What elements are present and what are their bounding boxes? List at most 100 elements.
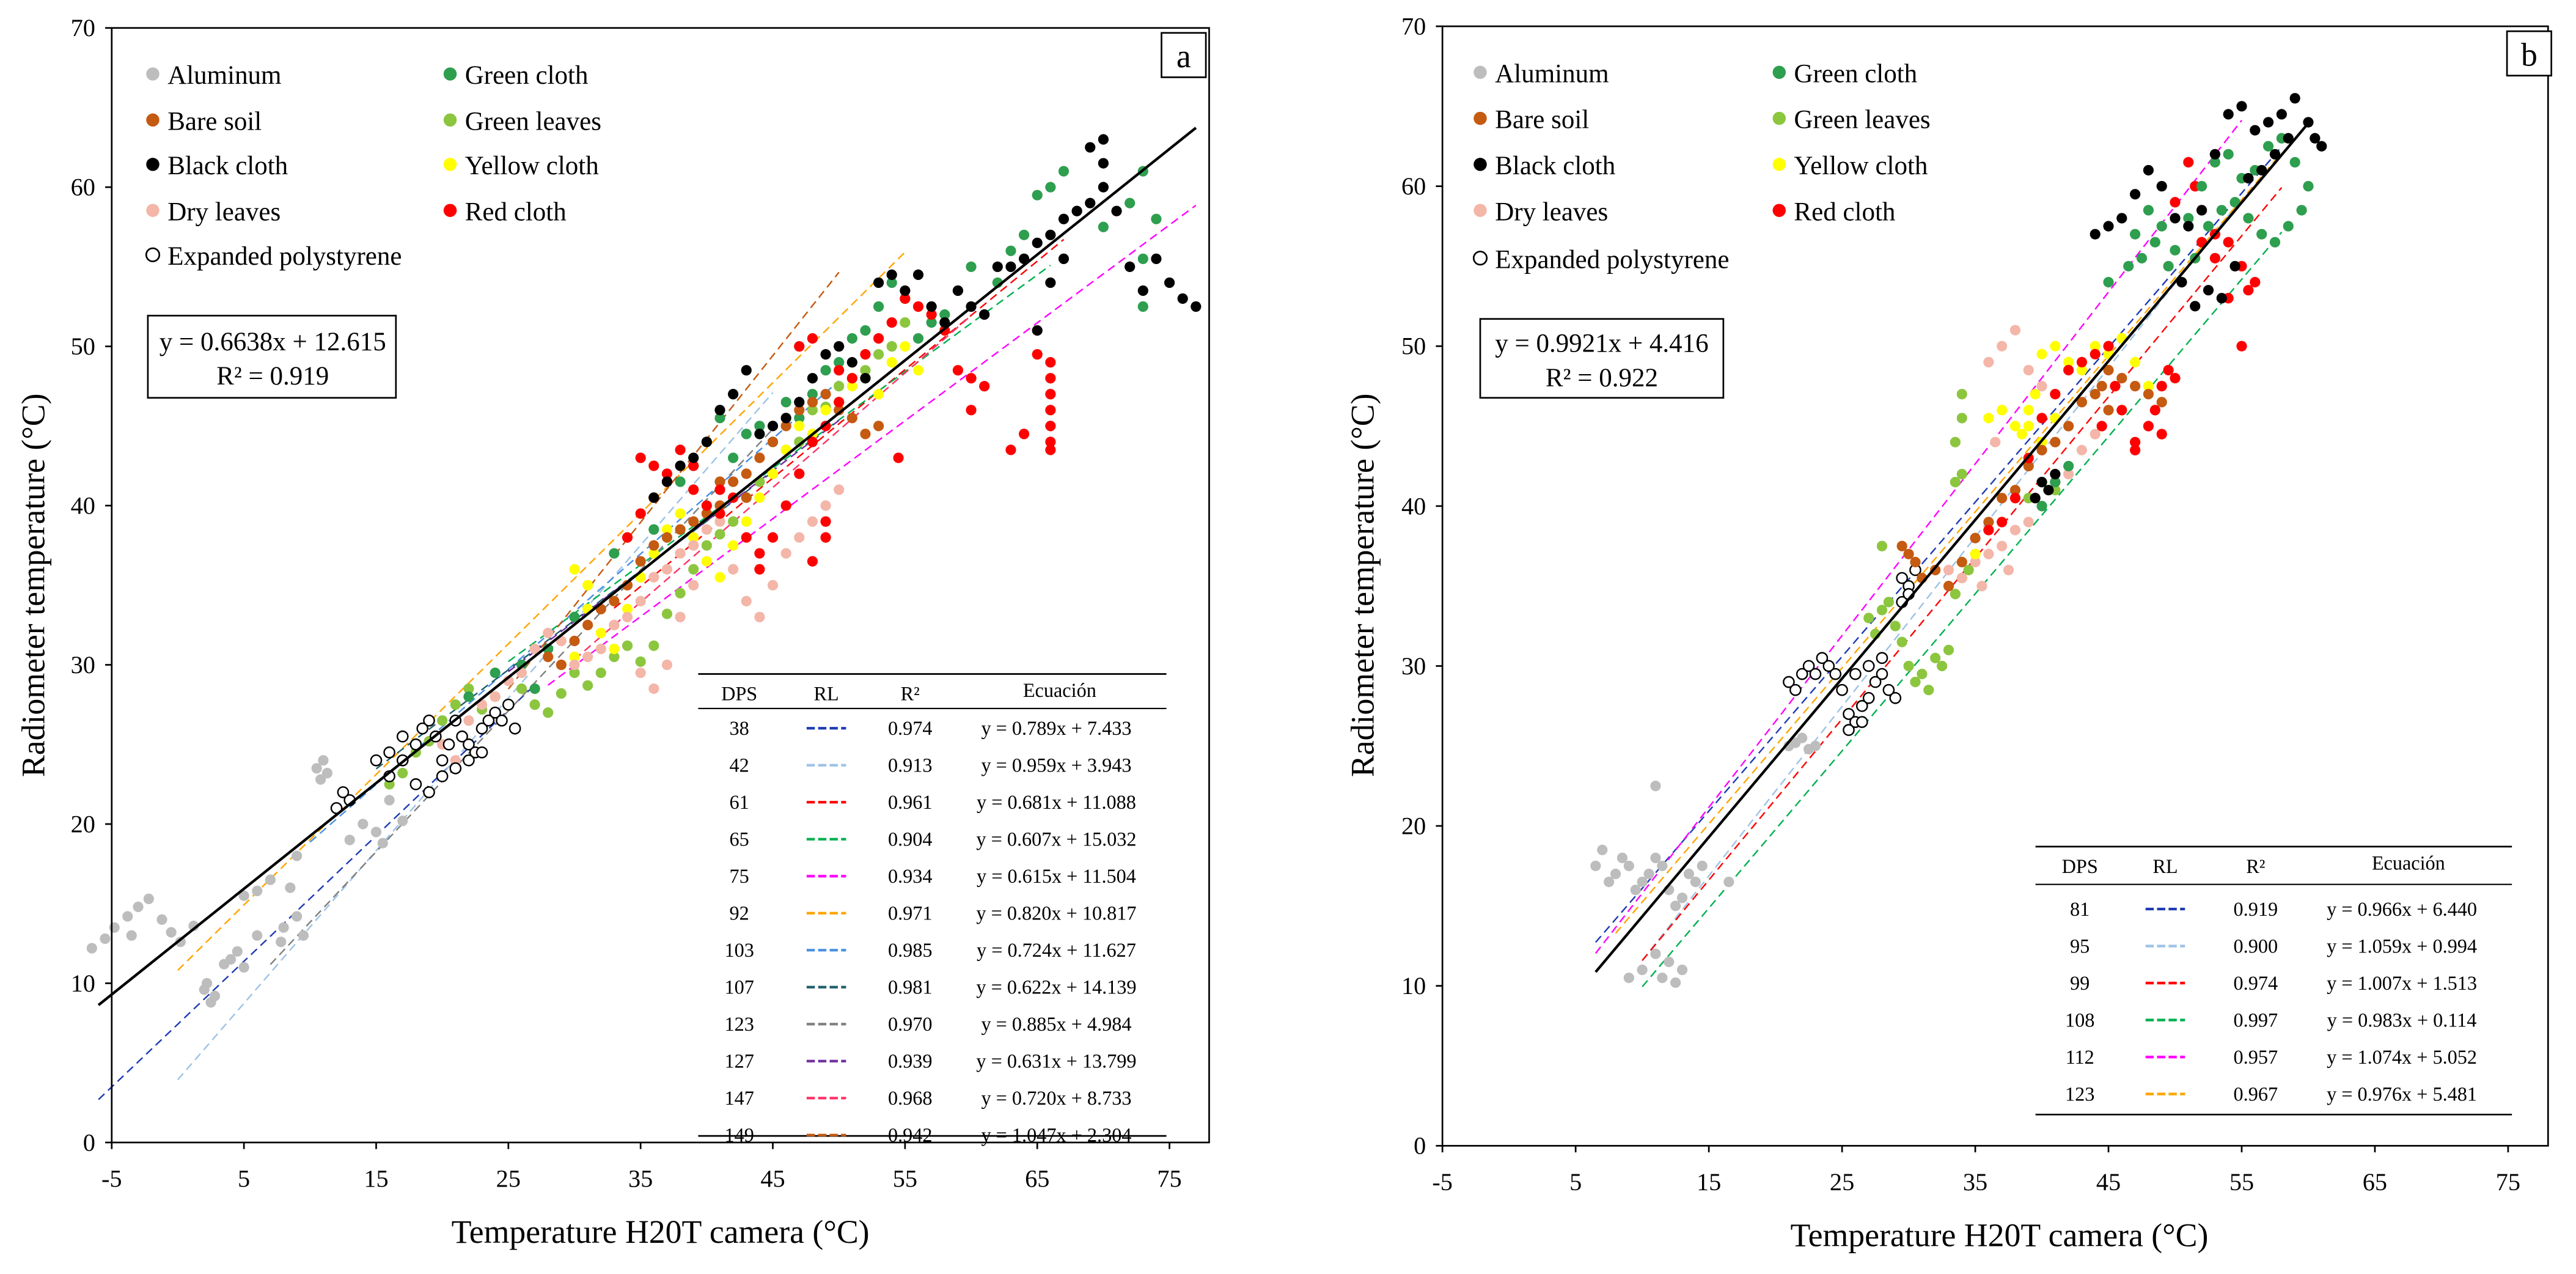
scatter-point xyxy=(1869,676,1882,688)
scatter-point xyxy=(2063,468,2074,480)
scatter-point xyxy=(318,755,329,766)
scatter-point xyxy=(2116,372,2127,384)
scatter-point xyxy=(1676,964,1688,976)
scatter-point xyxy=(2103,364,2114,376)
scatter-point xyxy=(2130,444,2141,455)
scatter-point xyxy=(2216,293,2227,304)
scatter-point xyxy=(2016,429,2027,440)
scatter-point xyxy=(648,683,659,694)
scatter-point xyxy=(2009,421,2021,432)
scatter-point xyxy=(820,421,831,432)
scatter-point xyxy=(675,460,686,471)
scatter-point xyxy=(2196,237,2207,248)
panel-b-legend: Aluminum Bare soil Black cloth Dry leave… xyxy=(1472,59,1931,274)
legend-label: Black cloth xyxy=(1495,152,1615,180)
scatter-point xyxy=(1903,548,1914,559)
scatter-point xyxy=(2130,189,2141,200)
equation-cell: y = 1.059x + 0.994 xyxy=(2327,935,2477,957)
scatter-point xyxy=(1664,956,1675,968)
scatter-point xyxy=(2170,372,2181,384)
x-tick-label: -5 xyxy=(101,1165,122,1192)
scatter-point xyxy=(609,619,620,631)
y-tick-label: 10 xyxy=(1401,972,1426,1000)
scatter-point xyxy=(893,452,904,463)
scatter-point xyxy=(543,651,554,663)
scatter-point xyxy=(648,460,659,471)
panel-a-label-box xyxy=(1161,32,1207,78)
y-tick-label: 70 xyxy=(71,14,95,42)
scatter-point xyxy=(952,365,964,376)
scatter-point xyxy=(205,997,216,1008)
scatter-point xyxy=(966,261,977,272)
panel-a-y-axis-label: Radiometer temperature (°C) xyxy=(15,393,52,777)
legend-marker xyxy=(1473,204,1487,217)
y-tick-label: 50 xyxy=(1401,333,1426,360)
scatter-point xyxy=(156,914,167,925)
scatter-point xyxy=(754,429,765,440)
scatter-point xyxy=(2289,156,2300,168)
scatter-point xyxy=(582,619,593,631)
scatter-point xyxy=(780,397,791,408)
scatter-point xyxy=(232,946,243,957)
scatter-point xyxy=(569,651,580,663)
scatter-point xyxy=(622,640,633,651)
scatter-point xyxy=(873,277,884,289)
legend-item-yellow-cloth: Yellow cloth xyxy=(1772,152,1928,180)
scatter-point xyxy=(482,714,495,727)
scatter-point xyxy=(807,397,818,408)
scatter-point xyxy=(912,301,924,312)
dps-table-row: 103 0.985 y = 0.724x + 11.627 xyxy=(724,939,1136,961)
scatter-point xyxy=(2030,389,2041,400)
scatter-point xyxy=(2163,260,2174,272)
legend-label: Yellow cloth xyxy=(465,152,599,180)
scatter-point xyxy=(992,261,1003,272)
legend-item-red-cloth: Red cloth xyxy=(1772,197,1895,226)
scatter-point xyxy=(648,524,659,535)
scatter-point xyxy=(886,317,897,328)
scatter-point xyxy=(741,516,752,527)
dps-cell: 147 xyxy=(724,1087,754,1109)
scatter-point xyxy=(278,922,289,933)
scatter-point xyxy=(609,595,620,606)
scatter-point xyxy=(1032,325,1043,336)
scatter-point xyxy=(754,548,765,559)
legend-marker xyxy=(443,113,457,127)
scatter-point xyxy=(370,754,383,767)
scatter-point xyxy=(1956,556,1967,568)
x-tick-label: 25 xyxy=(496,1165,521,1192)
panel-a-legend: Aluminum Bare soil Black cloth Dry leave… xyxy=(145,61,601,271)
equation-cell: y = 1.074x + 5.052 xyxy=(2327,1046,2477,1068)
scatter-point xyxy=(377,838,388,849)
equation-cell: y = 0.607x + 15.032 xyxy=(976,828,1136,850)
scatter-point xyxy=(133,901,144,913)
scatter-point xyxy=(834,397,845,408)
scatter-point xyxy=(1623,972,1634,984)
scatter-point xyxy=(675,611,686,622)
legend-marker xyxy=(146,113,160,127)
scatter-point xyxy=(1970,556,1981,568)
scatter-point xyxy=(1970,532,1981,543)
scatter-point xyxy=(556,659,567,671)
scatter-point xyxy=(2250,276,2261,288)
scatter-point xyxy=(661,468,673,479)
legend-item-yellow-cloth: Yellow cloth xyxy=(443,152,599,180)
scatter-point xyxy=(1590,860,1601,872)
dps-table-row: 92 0.971 y = 0.820x + 10.817 xyxy=(730,902,1137,924)
scatter-point xyxy=(1058,253,1070,264)
panel-a-dps-table: DPS RL R² Ecuación 38 0.974 y = 0.789x + 7… xyxy=(698,671,1167,1146)
panel-b-plot-frame xyxy=(1441,25,2549,1147)
scatter-point xyxy=(188,921,199,932)
scatter-point xyxy=(714,516,725,527)
legend-item-bare-soil: Bare soil xyxy=(1473,106,1589,134)
equation-cell: y = 0.885x + 4.984 xyxy=(981,1013,1131,1035)
dps-table-row: 127 0.939 y = 0.631x + 13.799 xyxy=(724,1050,1136,1072)
scatter-point xyxy=(292,911,303,922)
scatter-point xyxy=(456,730,468,743)
x-tick-label: 35 xyxy=(628,1165,653,1192)
scatter-point xyxy=(2163,364,2174,376)
scatter-point xyxy=(794,436,805,447)
scatter-point xyxy=(1956,572,1967,584)
scatter-point xyxy=(508,722,521,735)
scatter-point xyxy=(2090,341,2101,352)
scatter-point xyxy=(437,715,448,726)
